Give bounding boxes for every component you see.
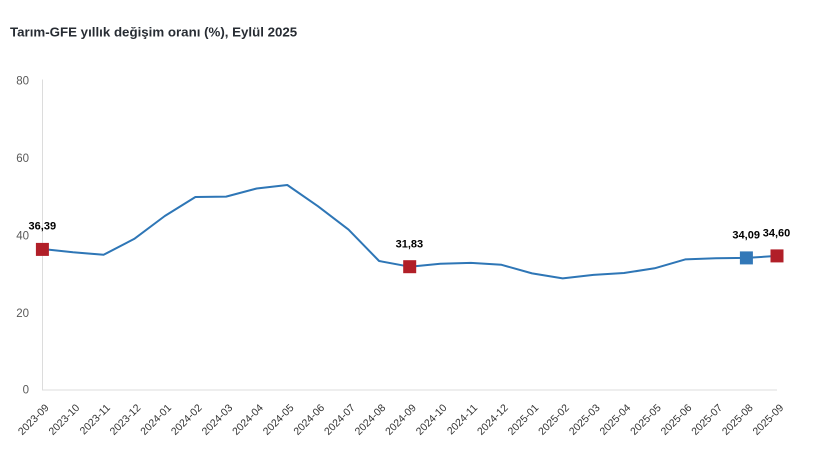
svg-text:60: 60 (16, 153, 29, 165)
svg-text:20: 20 (16, 308, 29, 320)
svg-text:31,83: 31,83 (396, 239, 424, 251)
svg-text:0: 0 (23, 385, 29, 397)
svg-text:Tarım-GFE yıllık değişim oranı: Tarım-GFE yıllık değişim oranı (%), Eylü… (10, 25, 298, 40)
svg-text:36,39: 36,39 (29, 221, 57, 233)
svg-text:80: 80 (16, 76, 29, 88)
svg-text:40: 40 (16, 231, 29, 243)
svg-text:34,60: 34,60 (763, 228, 791, 240)
svg-text:34,09: 34,09 (732, 229, 760, 241)
